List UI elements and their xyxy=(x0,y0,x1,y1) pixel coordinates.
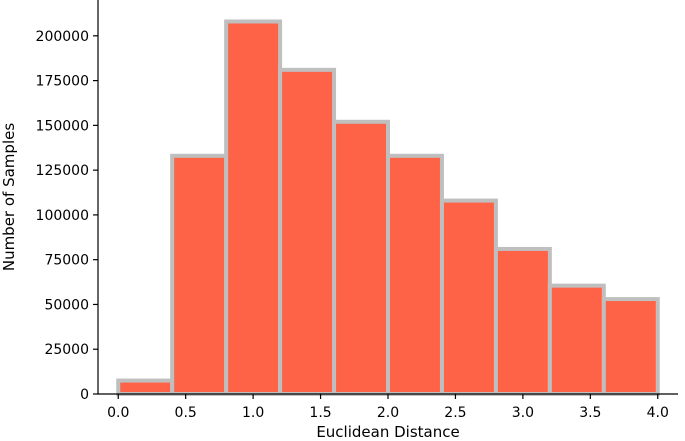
histogram-bar-7 xyxy=(493,246,552,396)
y-tick-label: 75000 xyxy=(44,253,89,269)
histogram-bar-2 xyxy=(224,19,283,397)
x-tick-label: 0.5 xyxy=(175,405,197,421)
x-tick-label: 1.5 xyxy=(309,405,331,421)
histogram-bar-9 xyxy=(601,297,660,396)
histogram-bar-3 xyxy=(278,67,337,396)
y-tick-label: 125000 xyxy=(36,163,89,179)
x-tick-label: 3.0 xyxy=(512,405,534,421)
x-tick-label: 3.5 xyxy=(579,405,601,421)
y-axis-title: Number of Samples xyxy=(0,123,18,271)
x-ticks-group: 0.0 0.5 1.0 1.5 2.0 2.5 3.0 3.5 4.0 xyxy=(107,394,669,421)
histogram-bar-0 xyxy=(116,378,175,396)
x-tick-label: 2.0 xyxy=(377,405,399,421)
bars-group xyxy=(116,19,660,397)
x-tick-label: 0.0 xyxy=(107,405,129,421)
histogram-bar-4 xyxy=(332,119,390,396)
x-tick-label: 4.0 xyxy=(647,405,669,421)
y-tick-label: 200000 xyxy=(36,29,89,45)
y-tick-label: 0 xyxy=(80,387,89,403)
y-tick-label: 175000 xyxy=(36,74,89,90)
y-tick-label: 25000 xyxy=(44,342,89,358)
y-tick-label: 150000 xyxy=(36,118,89,134)
y-ticks-group: 0 25000 50000 75000 100000 125000 150000 175000… xyxy=(36,29,98,403)
histogram-bar-8 xyxy=(547,283,606,396)
x-tick-label: 2.5 xyxy=(444,405,466,421)
x-tick-label: 1.0 xyxy=(242,405,264,421)
histogram-bar-1 xyxy=(170,153,229,396)
histogram-bar-5 xyxy=(386,153,444,396)
y-tick-label: 100000 xyxy=(36,208,89,224)
histogram-bar-6 xyxy=(439,198,498,396)
x-axis-title: Euclidean Distance xyxy=(316,423,459,441)
y-tick-label: 50000 xyxy=(44,297,89,313)
